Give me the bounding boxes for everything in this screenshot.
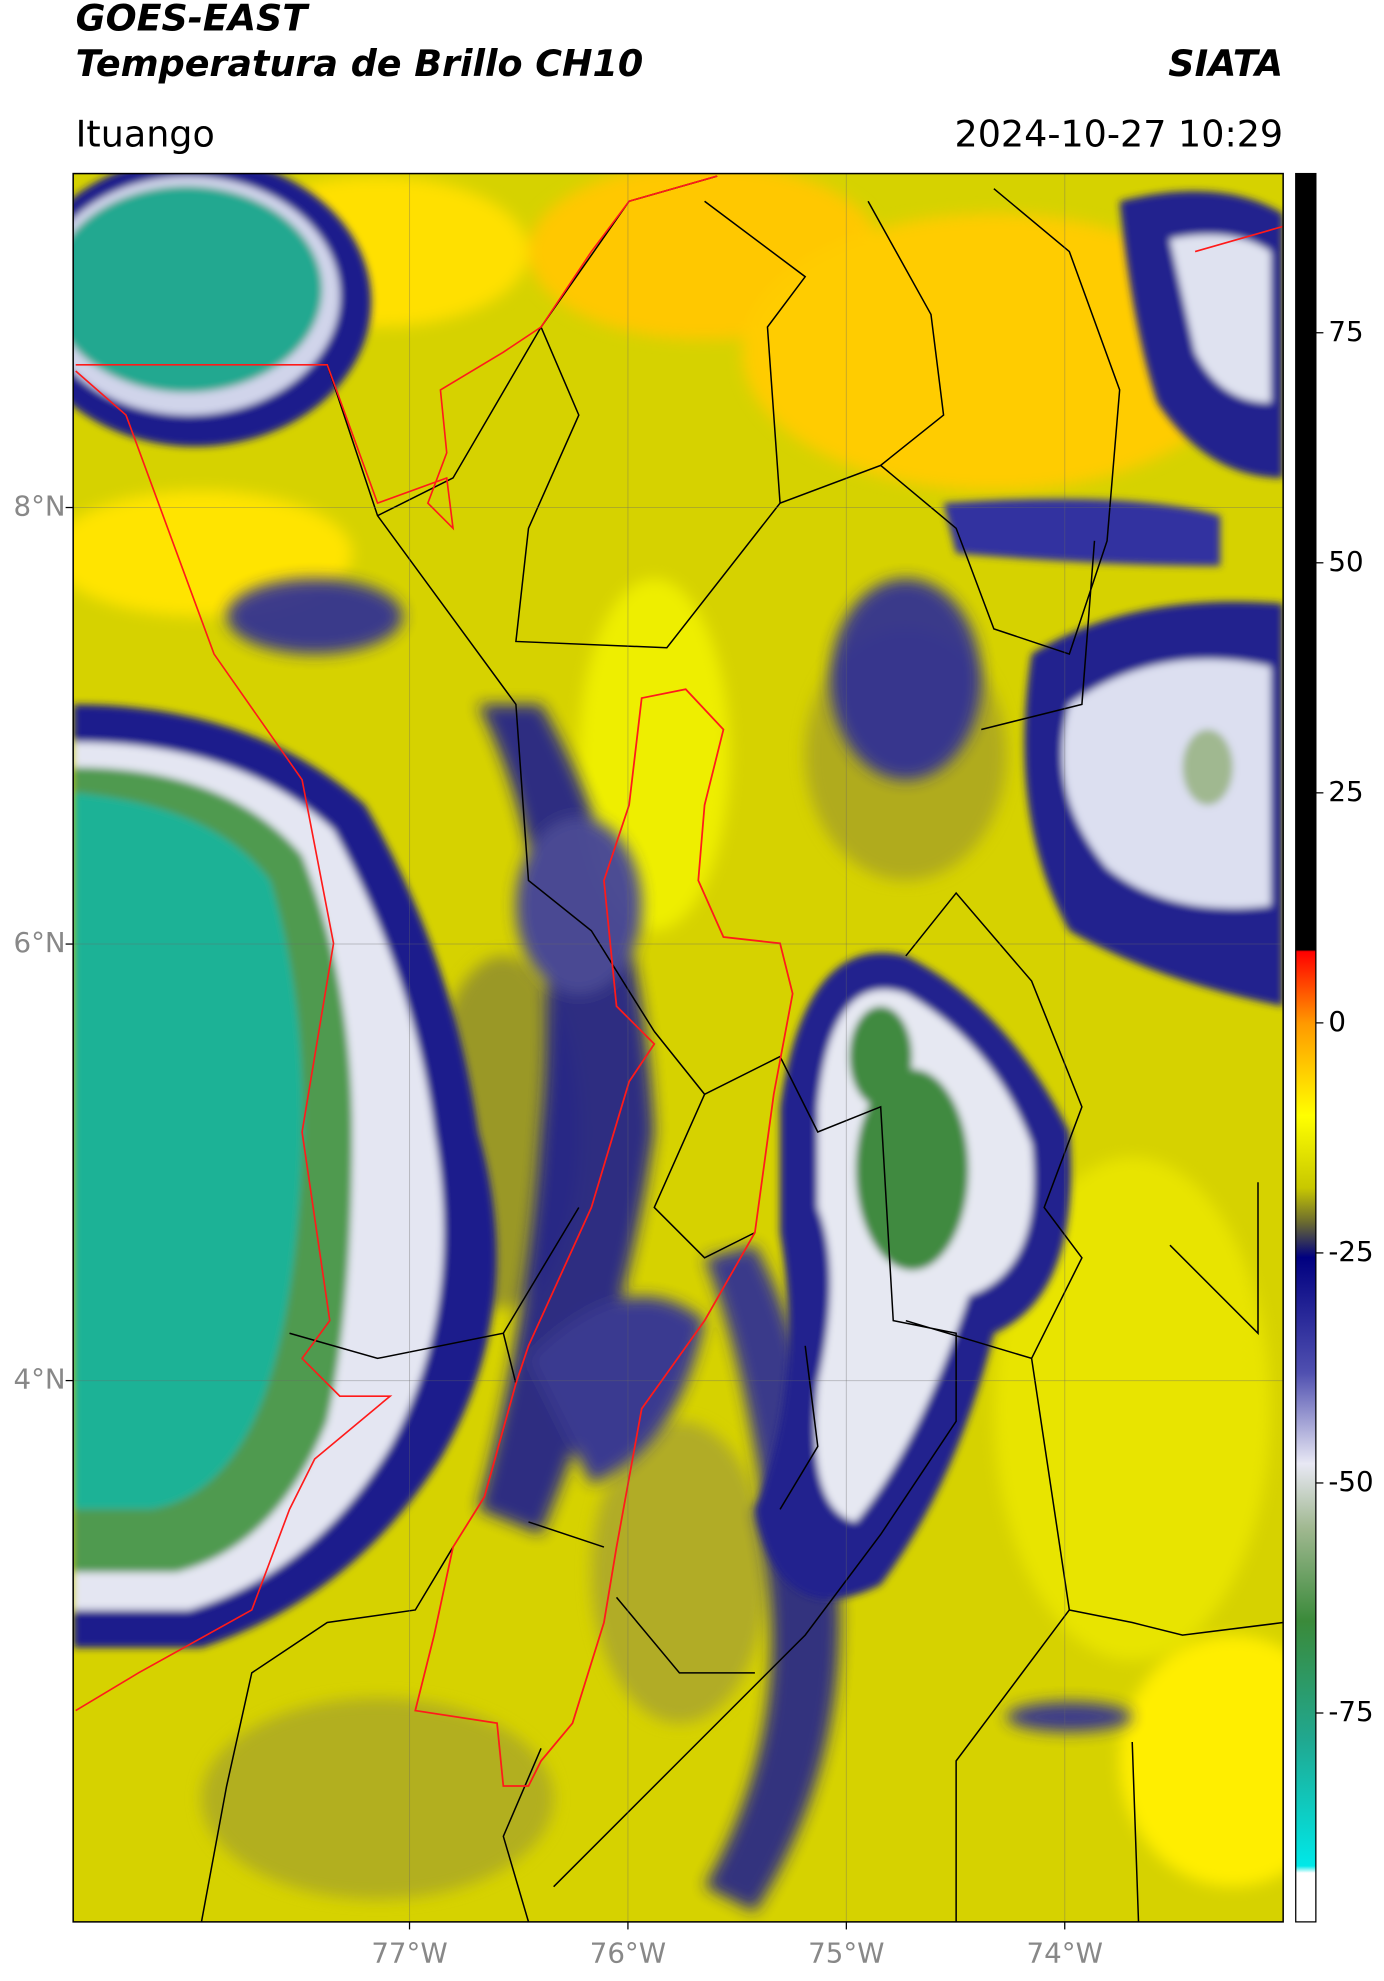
colorbar-tick-label: 75 bbox=[1328, 315, 1363, 348]
colorbar-tick-label: -75 bbox=[1328, 1695, 1373, 1728]
timestamp: 2024-10-27 10:29 bbox=[955, 112, 1284, 155]
colorbar-tick-label: 50 bbox=[1328, 545, 1363, 578]
colorbar-tick-label: -25 bbox=[1328, 1235, 1373, 1268]
y-tick-label: 8°N bbox=[14, 490, 66, 523]
subtitle: Temperatura de Brillo CH10 bbox=[76, 42, 644, 85]
satellite-image bbox=[73, 173, 1284, 1922]
colorbar-tick-label: -50 bbox=[1328, 1465, 1373, 1498]
x-tick-label: 74°W bbox=[1027, 1937, 1103, 1970]
colorbar-tick-label: 0 bbox=[1328, 1005, 1346, 1038]
location: Ituango bbox=[76, 112, 215, 155]
credit: SIATA bbox=[1168, 42, 1283, 85]
x-tick-label: 75°W bbox=[808, 1937, 884, 1970]
title: GOES-EAST bbox=[76, 0, 311, 40]
borders bbox=[75, 175, 1284, 1922]
graticule bbox=[73, 173, 1284, 1922]
map-frame bbox=[72, 172, 1284, 1923]
colorbar-tick-label: 25 bbox=[1328, 775, 1363, 808]
x-tick-label: 77°W bbox=[371, 1937, 447, 1970]
y-tick-label: 4°N bbox=[14, 1363, 66, 1396]
y-tick-label: 6°N bbox=[14, 926, 66, 959]
colorbar bbox=[1295, 172, 1317, 1923]
x-tick-label: 76°W bbox=[590, 1937, 666, 1970]
